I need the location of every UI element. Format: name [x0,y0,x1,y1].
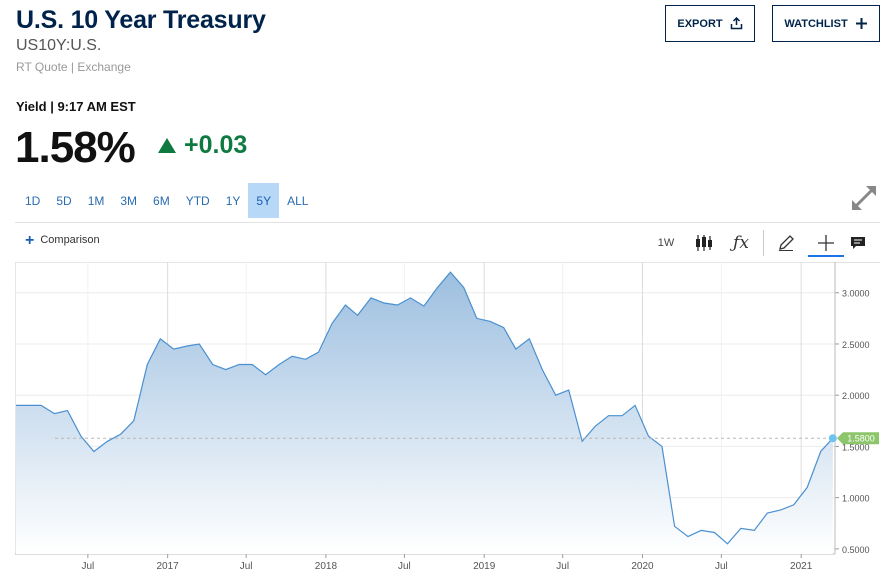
range-1d[interactable]: 1D [25,193,41,208]
range-1y[interactable]: 1Y [225,193,241,208]
x-tick-label: Jul [556,561,569,572]
export-icon [730,17,742,30]
divider [15,222,880,223]
chart-svg[interactable]: 3.0000 2.5000 2.0000 1.5000 1.0000 0.5000 Jul 2… [15,262,880,576]
watchlist-button[interactable]: WATCHLIST [772,5,880,42]
x-tick-label: 2018 [315,561,338,572]
chart-toolbar: + Comparison 1W ƒx [15,224,880,262]
range-5y[interactable]: 5Y [248,183,280,218]
candlestick-icon[interactable] [694,232,716,254]
watchlist-label: WATCHLIST [784,17,848,30]
quote-source: RT Quote | Exchange [16,60,131,74]
range-1m[interactable]: 1M [87,193,105,208]
series-line [16,271,834,545]
range-3m[interactable]: 3M [120,193,138,208]
last-price: 1.58% [15,123,136,172]
price-change: +0.03 [158,131,247,160]
x-tick-label: Jul [398,561,411,572]
x-tick-label: Jul [715,561,728,572]
x-tick-label: Jul [81,561,94,572]
up-arrow-icon [158,138,176,153]
range-5d[interactable]: 5D [56,193,72,208]
plus-icon: + [25,231,35,249]
yield-timestamp: Yield | 9:17 AM EST [16,99,136,114]
plus-icon [855,18,867,29]
x-tick-label: 2019 [473,561,496,572]
yield-chart[interactable]: 3.0000 2.5000 2.0000 1.5000 1.0000 0.5000 Jul 2… [15,262,880,576]
x-tick-label: 2021 [790,561,813,572]
events-icon[interactable] [847,232,869,254]
toolbar-separator [763,230,764,256]
last-value-badge [837,432,879,445]
comparison-label: Comparison [40,234,100,246]
series-area [16,272,833,554]
draw-icon[interactable] [775,232,797,254]
comparison-button[interactable]: + Comparison [25,231,100,249]
crosshair-icon[interactable] [810,232,842,254]
y-tick-label: 1.5000 [842,442,870,452]
change-value: +0.03 [184,131,248,159]
y-tick-label: 0.5000 [842,545,870,555]
export-button[interactable]: EXPORT [665,5,755,42]
active-tool-indicator [808,255,844,257]
range-all[interactable]: ALL [287,193,309,208]
y-tick-label: 1.0000 [842,494,870,504]
last-value-label: 1.5800 [847,434,875,444]
function-icon[interactable]: ƒx [733,233,749,253]
export-label: EXPORT [677,17,723,30]
y-tick-label: 2.5000 [842,340,870,350]
interval-selector[interactable]: 1W [657,237,675,249]
expand-icon[interactable] [848,182,880,214]
ticker-symbol: US10Y:U.S. [16,37,102,54]
range-6m[interactable]: 6M [153,193,170,208]
last-value-marker [828,434,837,443]
x-tick-label: 2017 [157,561,180,572]
x-tick-label: 2020 [631,561,654,572]
range-ytd[interactable]: YTD [185,193,210,208]
page-title: U.S. 10 Year Treasury [16,6,266,34]
y-tick-label: 3.0000 [842,289,870,299]
x-tick-label: Jul [240,561,253,572]
y-tick-label: 2.0000 [842,391,870,401]
range-selector: 1D 5D 1M 3M 6M YTD 1Y 5Y ALL [17,183,316,218]
